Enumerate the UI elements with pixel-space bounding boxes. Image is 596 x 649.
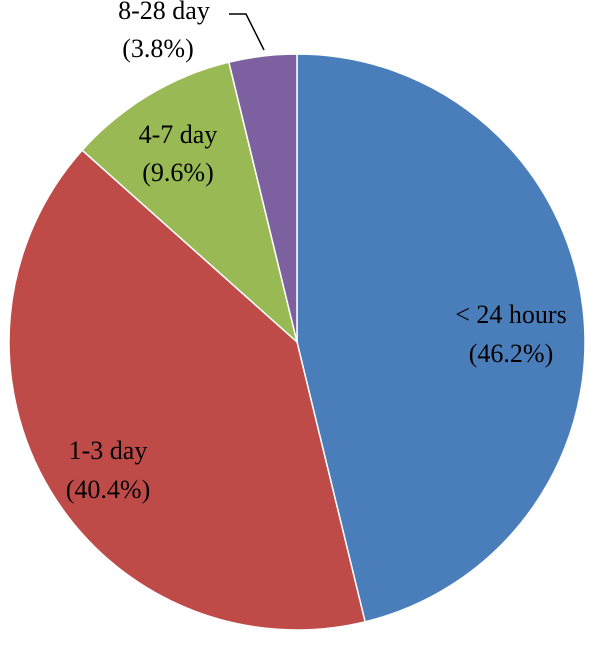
- leader-line-8-28-day: [229, 13, 265, 51]
- slice-label-4-7-day: 4-7 day: [139, 120, 218, 149]
- slice-label-8-28-day: 8-28 day: [118, 0, 210, 25]
- slice-name-8-28-day: 8-28 day: [118, 0, 210, 25]
- slice-name-4-7-day: 4-7 day: [139, 120, 218, 149]
- pie-slice-less-than-24-hours: [296, 53, 586, 623]
- pie-slice-4-7-day: [81, 61, 299, 345]
- pie-slice-8-28-day: [227, 53, 298, 343]
- pie-slices: [8, 53, 586, 631]
- slice-name-1-3-day: 1-3 day: [69, 436, 148, 465]
- slice-label-1-3-day: 1-3 day: [69, 436, 148, 465]
- slice-percent-1-3-day: (40.4%): [66, 475, 150, 504]
- slice-name-less-than-24-hours: < 24 hours: [455, 300, 566, 329]
- pie-slice-1-3-day: [8, 149, 367, 631]
- slice-percent-4-7-day: (9.6%): [142, 158, 213, 187]
- slice-percent-8-28-day: (3.8%): [122, 34, 193, 63]
- slice-label-less-than-24-hours: < 24 hours: [455, 300, 566, 329]
- slice-percent-less-than-24-hours: (46.2%): [469, 339, 553, 368]
